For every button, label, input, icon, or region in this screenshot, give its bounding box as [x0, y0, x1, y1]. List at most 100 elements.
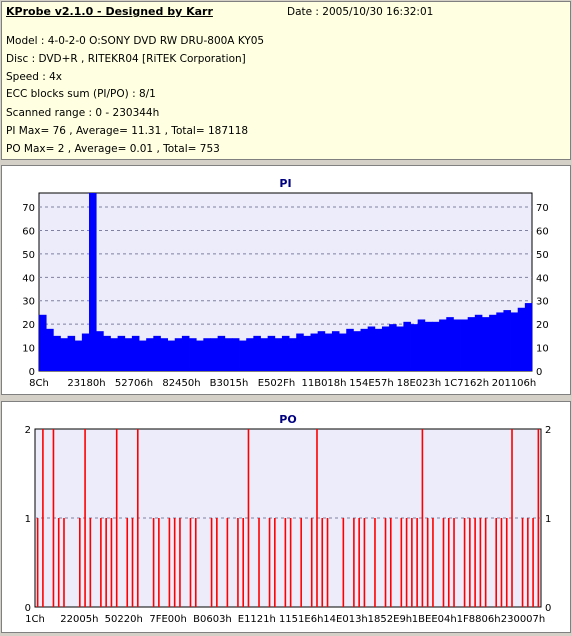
po-bar — [42, 429, 44, 607]
pi-bar — [439, 319, 447, 371]
pi-bar — [496, 312, 504, 371]
pi-bar — [310, 333, 319, 371]
po-bar — [447, 518, 450, 607]
po-bar — [274, 518, 276, 607]
pi-bar — [489, 314, 497, 371]
po-bar — [469, 518, 471, 607]
po-bar — [463, 518, 466, 607]
po-xtick: 1BEE04h — [412, 614, 457, 625]
po-xtick: E1121h — [238, 614, 276, 625]
po-bar — [537, 429, 540, 607]
pi-ytick-left: 20 — [22, 320, 35, 331]
po-bar — [258, 518, 260, 607]
po-ytick-right: 0 — [545, 603, 551, 614]
po-bar — [189, 518, 192, 607]
pi-bar — [46, 328, 54, 371]
pi-ytick-right: 0 — [536, 367, 542, 378]
po-bar — [52, 429, 55, 607]
po-xtick: 1Ch — [25, 614, 45, 625]
app-title: KProbe v2.1.0 - Designed by Karr — [6, 5, 213, 18]
pi-bar — [453, 319, 461, 371]
po-bar — [384, 518, 387, 607]
pi-bar — [181, 335, 190, 371]
po-chart-panel: PO 0 0 1 1 2 2 1Ch 22005h 50220h 7FE00h B0603h E1121… — [1, 401, 571, 633]
po-xtick: 7FE00h — [149, 614, 187, 625]
po-bar — [247, 429, 250, 607]
po-bar — [152, 518, 155, 607]
pi-title: PI — [279, 177, 291, 190]
po-bar — [284, 518, 287, 607]
po-bar — [495, 518, 497, 607]
po-xtick: 1151E6h — [279, 614, 323, 625]
pi-bar — [160, 338, 169, 371]
po-xtick: 1F8806h — [457, 614, 501, 625]
po-bar — [316, 429, 318, 607]
pi-bar — [203, 338, 211, 371]
po-bar — [442, 518, 445, 607]
pi-bar — [446, 317, 454, 371]
po-bar — [411, 518, 413, 607]
po-bar — [421, 429, 424, 607]
pi-ytick-right: 70 — [536, 203, 549, 214]
pi-bar — [74, 340, 83, 371]
pi-bar — [296, 333, 304, 371]
pi-ytick-right: 20 — [536, 320, 549, 331]
pi-bar — [81, 333, 90, 371]
po-bar — [400, 518, 403, 607]
po-xtick: 230007h — [501, 614, 546, 625]
pi-bar — [424, 321, 433, 371]
po-bar — [179, 518, 181, 607]
pi-xtick: B3015h — [210, 378, 249, 389]
pi-ytick-left: 70 — [22, 203, 35, 214]
pi-ytick-left: 50 — [22, 250, 35, 261]
pi-bar — [131, 335, 140, 371]
pi-bar — [360, 328, 369, 371]
pi-bar — [367, 326, 376, 371]
pi-bar — [124, 338, 133, 371]
pi-bar — [417, 319, 426, 371]
pi-bar — [117, 335, 126, 371]
pi-bar — [353, 331, 361, 371]
po-bar — [115, 429, 118, 607]
pi-bar — [346, 328, 354, 371]
po-bar — [79, 518, 81, 607]
pi-xtick: 201106h — [492, 378, 537, 389]
po-bar — [416, 518, 418, 607]
po-bar — [110, 518, 113, 607]
po-bar — [63, 518, 65, 607]
info-panel: KProbe v2.1.0 - Designed by Karr Date : … — [1, 1, 571, 160]
po-bar — [226, 518, 229, 607]
pi-bar — [89, 193, 97, 371]
pi-bar — [139, 340, 147, 371]
po-bar — [532, 518, 534, 607]
range-line: Scanned range : 0 - 230344h — [6, 107, 160, 119]
po-bar — [168, 518, 171, 607]
po-xtick: 14E013h — [323, 614, 367, 625]
pi-bar — [431, 321, 440, 371]
po-bar — [484, 518, 487, 607]
po-bar — [363, 518, 366, 607]
disc-line: Disc : DVD+R , RITEKR04 [RiTEK Corporati… — [6, 53, 246, 65]
pi-bar — [339, 333, 347, 371]
pi-bar — [167, 340, 176, 371]
po-bar — [353, 518, 355, 607]
po-ytick-right: 2 — [545, 425, 551, 436]
po-bar — [300, 518, 302, 607]
po-xtick: 1852E9h — [368, 614, 412, 625]
pi-xtick: E502Fh — [258, 378, 296, 389]
pi-bar — [189, 338, 197, 371]
po-bar — [36, 518, 39, 607]
pi-bar — [231, 338, 240, 371]
pi-bar — [246, 338, 254, 371]
pi-bar — [260, 338, 269, 371]
pi-bar — [467, 317, 476, 371]
po-bar — [342, 518, 345, 607]
po-title: PO — [279, 413, 296, 426]
pi-bar — [403, 321, 411, 371]
pi-bar — [289, 338, 297, 371]
pi-ytick-right: 10 — [536, 344, 549, 355]
po-bar — [453, 518, 455, 607]
pi-xtick: 18E023h — [397, 378, 441, 389]
pi-xtick: 154E57h — [349, 378, 393, 389]
po-bar — [84, 429, 86, 607]
